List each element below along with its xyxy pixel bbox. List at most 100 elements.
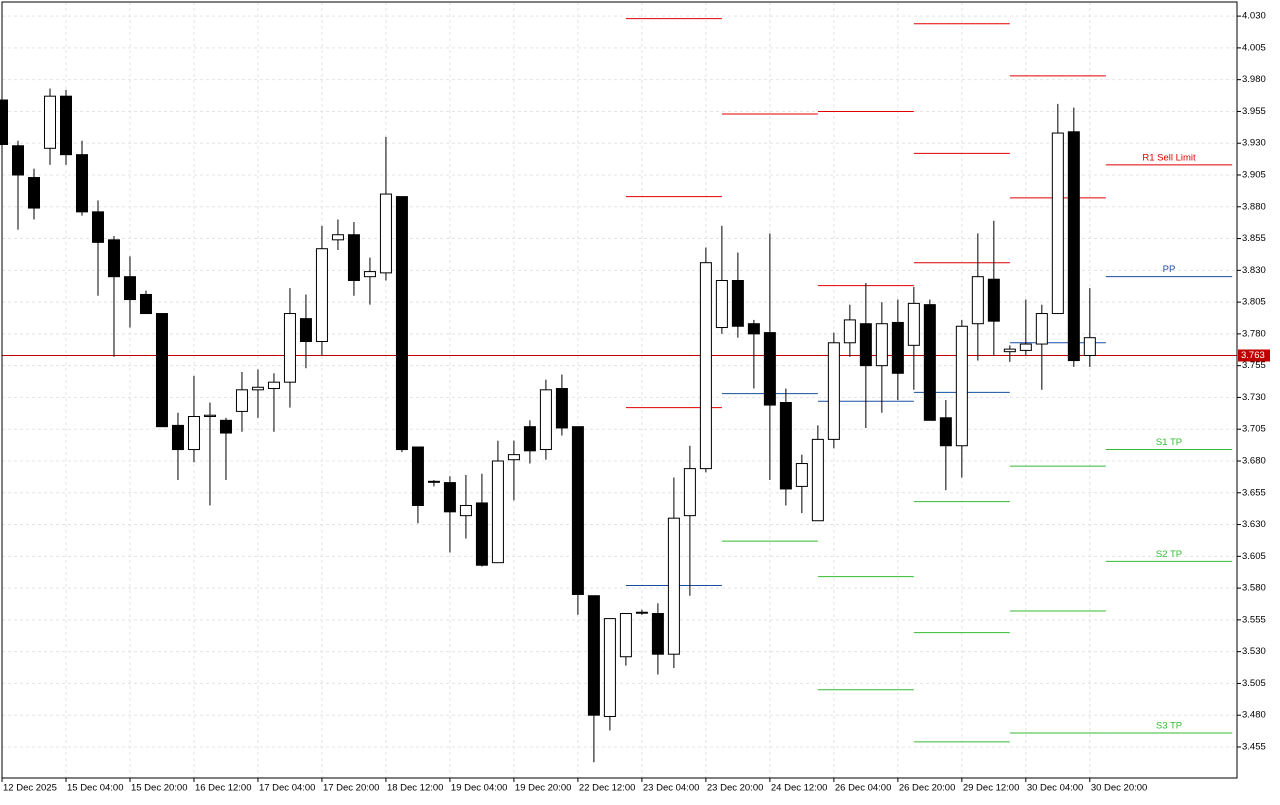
candle-body <box>411 446 424 506</box>
candle-body <box>539 389 552 451</box>
candle-body <box>939 417 952 447</box>
candle-body <box>987 278 1000 322</box>
axes: 4.030 4.005 3.980 3.955 3.930 3.905 3.880 3.855… <box>1 11 1270 794</box>
candle-body <box>779 402 792 490</box>
candle-body <box>507 454 520 461</box>
y-tick-label: 3.730 <box>1242 392 1266 403</box>
candle-body <box>395 196 408 451</box>
y-tick-label: 3.655 <box>1242 487 1266 498</box>
y-tick-label: 3.830 <box>1242 265 1266 276</box>
candle-body <box>523 426 536 452</box>
candle-body <box>11 145 24 176</box>
candle-body <box>1035 313 1048 345</box>
y-tick-label: 3.630 <box>1242 519 1266 530</box>
candle-body <box>43 95 56 149</box>
y-tick-label: 3.480 <box>1242 710 1266 721</box>
x-tick-label: 23 Dec 20:00 <box>707 783 764 794</box>
candle-body <box>923 304 936 421</box>
candle-body <box>123 276 136 301</box>
candle-body <box>555 388 568 429</box>
x-tick-label: 16 Dec 12:00 <box>195 783 252 794</box>
candle-body <box>443 482 456 513</box>
grid <box>1 2 1237 778</box>
candle-body <box>347 234 360 281</box>
candle-body <box>107 239 120 278</box>
candle-body <box>651 613 664 655</box>
candle-body <box>267 381 280 390</box>
candle-body <box>155 313 168 428</box>
candle-body <box>795 463 808 487</box>
y-tick-label: 3.930 <box>1242 138 1266 149</box>
current-price-tag <box>1238 349 1270 362</box>
x-tick-label: 19 Dec 20:00 <box>515 783 572 794</box>
candle-body <box>683 468 696 517</box>
level-label: PP <box>1163 264 1176 275</box>
candles <box>0 88 1096 763</box>
candle-body <box>171 424 184 451</box>
x-tick-label: 12 Dec 2025 <box>3 783 57 794</box>
candle-body <box>763 332 776 406</box>
candle-body <box>971 276 984 325</box>
candle-body <box>1019 343 1032 351</box>
x-tick-label: 22 Dec 12:00 <box>579 783 636 794</box>
candle-body <box>747 323 760 335</box>
x-tick-label: 26 Dec 04:00 <box>835 783 892 794</box>
x-tick-label: 15 Dec 04:00 <box>67 783 124 794</box>
y-tick-label: 3.455 <box>1242 742 1266 753</box>
candle-body <box>731 279 744 327</box>
candle-body <box>379 193 392 274</box>
candle-body <box>187 416 200 451</box>
candle-body <box>299 318 312 343</box>
y-tick-label: 3.780 <box>1242 328 1266 339</box>
candle-body <box>907 302 920 346</box>
candle-body <box>475 502 488 566</box>
candle-body <box>0 99 8 145</box>
candle-body <box>1067 131 1080 362</box>
current-price-label: 3.763 <box>1241 350 1265 361</box>
x-tick-label: 24 Dec 12:00 <box>771 783 828 794</box>
x-tick-label: 18 Dec 12:00 <box>387 783 444 794</box>
candle-body <box>571 426 584 595</box>
level-label: S2 TP <box>1156 549 1182 560</box>
y-tick-label: 3.505 <box>1242 678 1266 689</box>
candle-body <box>1051 132 1064 315</box>
candle-body <box>715 279 728 329</box>
y-tick-label: 3.805 <box>1242 297 1266 308</box>
x-tick-label: 23 Dec 04:00 <box>643 783 700 794</box>
y-tick-label: 4.030 <box>1242 11 1266 22</box>
level-label: R1 Sell Limit <box>1142 152 1196 163</box>
candle-body <box>699 262 712 470</box>
candle-body <box>219 419 232 434</box>
candle-body <box>283 313 296 383</box>
candle-body <box>955 325 968 447</box>
candle-body <box>1003 348 1016 353</box>
candle-body <box>459 504 472 517</box>
candle-body <box>491 460 504 564</box>
y-tick-label: 3.855 <box>1242 233 1266 244</box>
candle-body <box>75 154 88 213</box>
candle-body <box>315 248 328 343</box>
candle-body <box>427 480 440 483</box>
candle-body <box>331 234 344 241</box>
candle-body <box>251 386 264 391</box>
candle-body <box>235 389 248 412</box>
y-tick-label: 3.680 <box>1242 456 1266 467</box>
x-tick-label: 19 Dec 04:00 <box>451 783 508 794</box>
candle-body <box>27 177 40 209</box>
candle-body <box>891 321 904 374</box>
candle-body <box>59 95 72 156</box>
y-tick-label: 3.555 <box>1242 614 1266 625</box>
y-tick-label: 3.705 <box>1242 424 1266 435</box>
x-tick-label: 29 Dec 12:00 <box>963 783 1020 794</box>
candle-body <box>811 438 824 522</box>
y-tick-label: 3.880 <box>1242 201 1266 212</box>
candle-body <box>827 342 840 440</box>
x-tick-label: 17 Dec 20:00 <box>323 783 380 794</box>
candle-body <box>859 323 872 367</box>
candle-body <box>875 323 888 367</box>
candle-body <box>619 613 632 658</box>
y-tick-label: 3.530 <box>1242 646 1266 657</box>
